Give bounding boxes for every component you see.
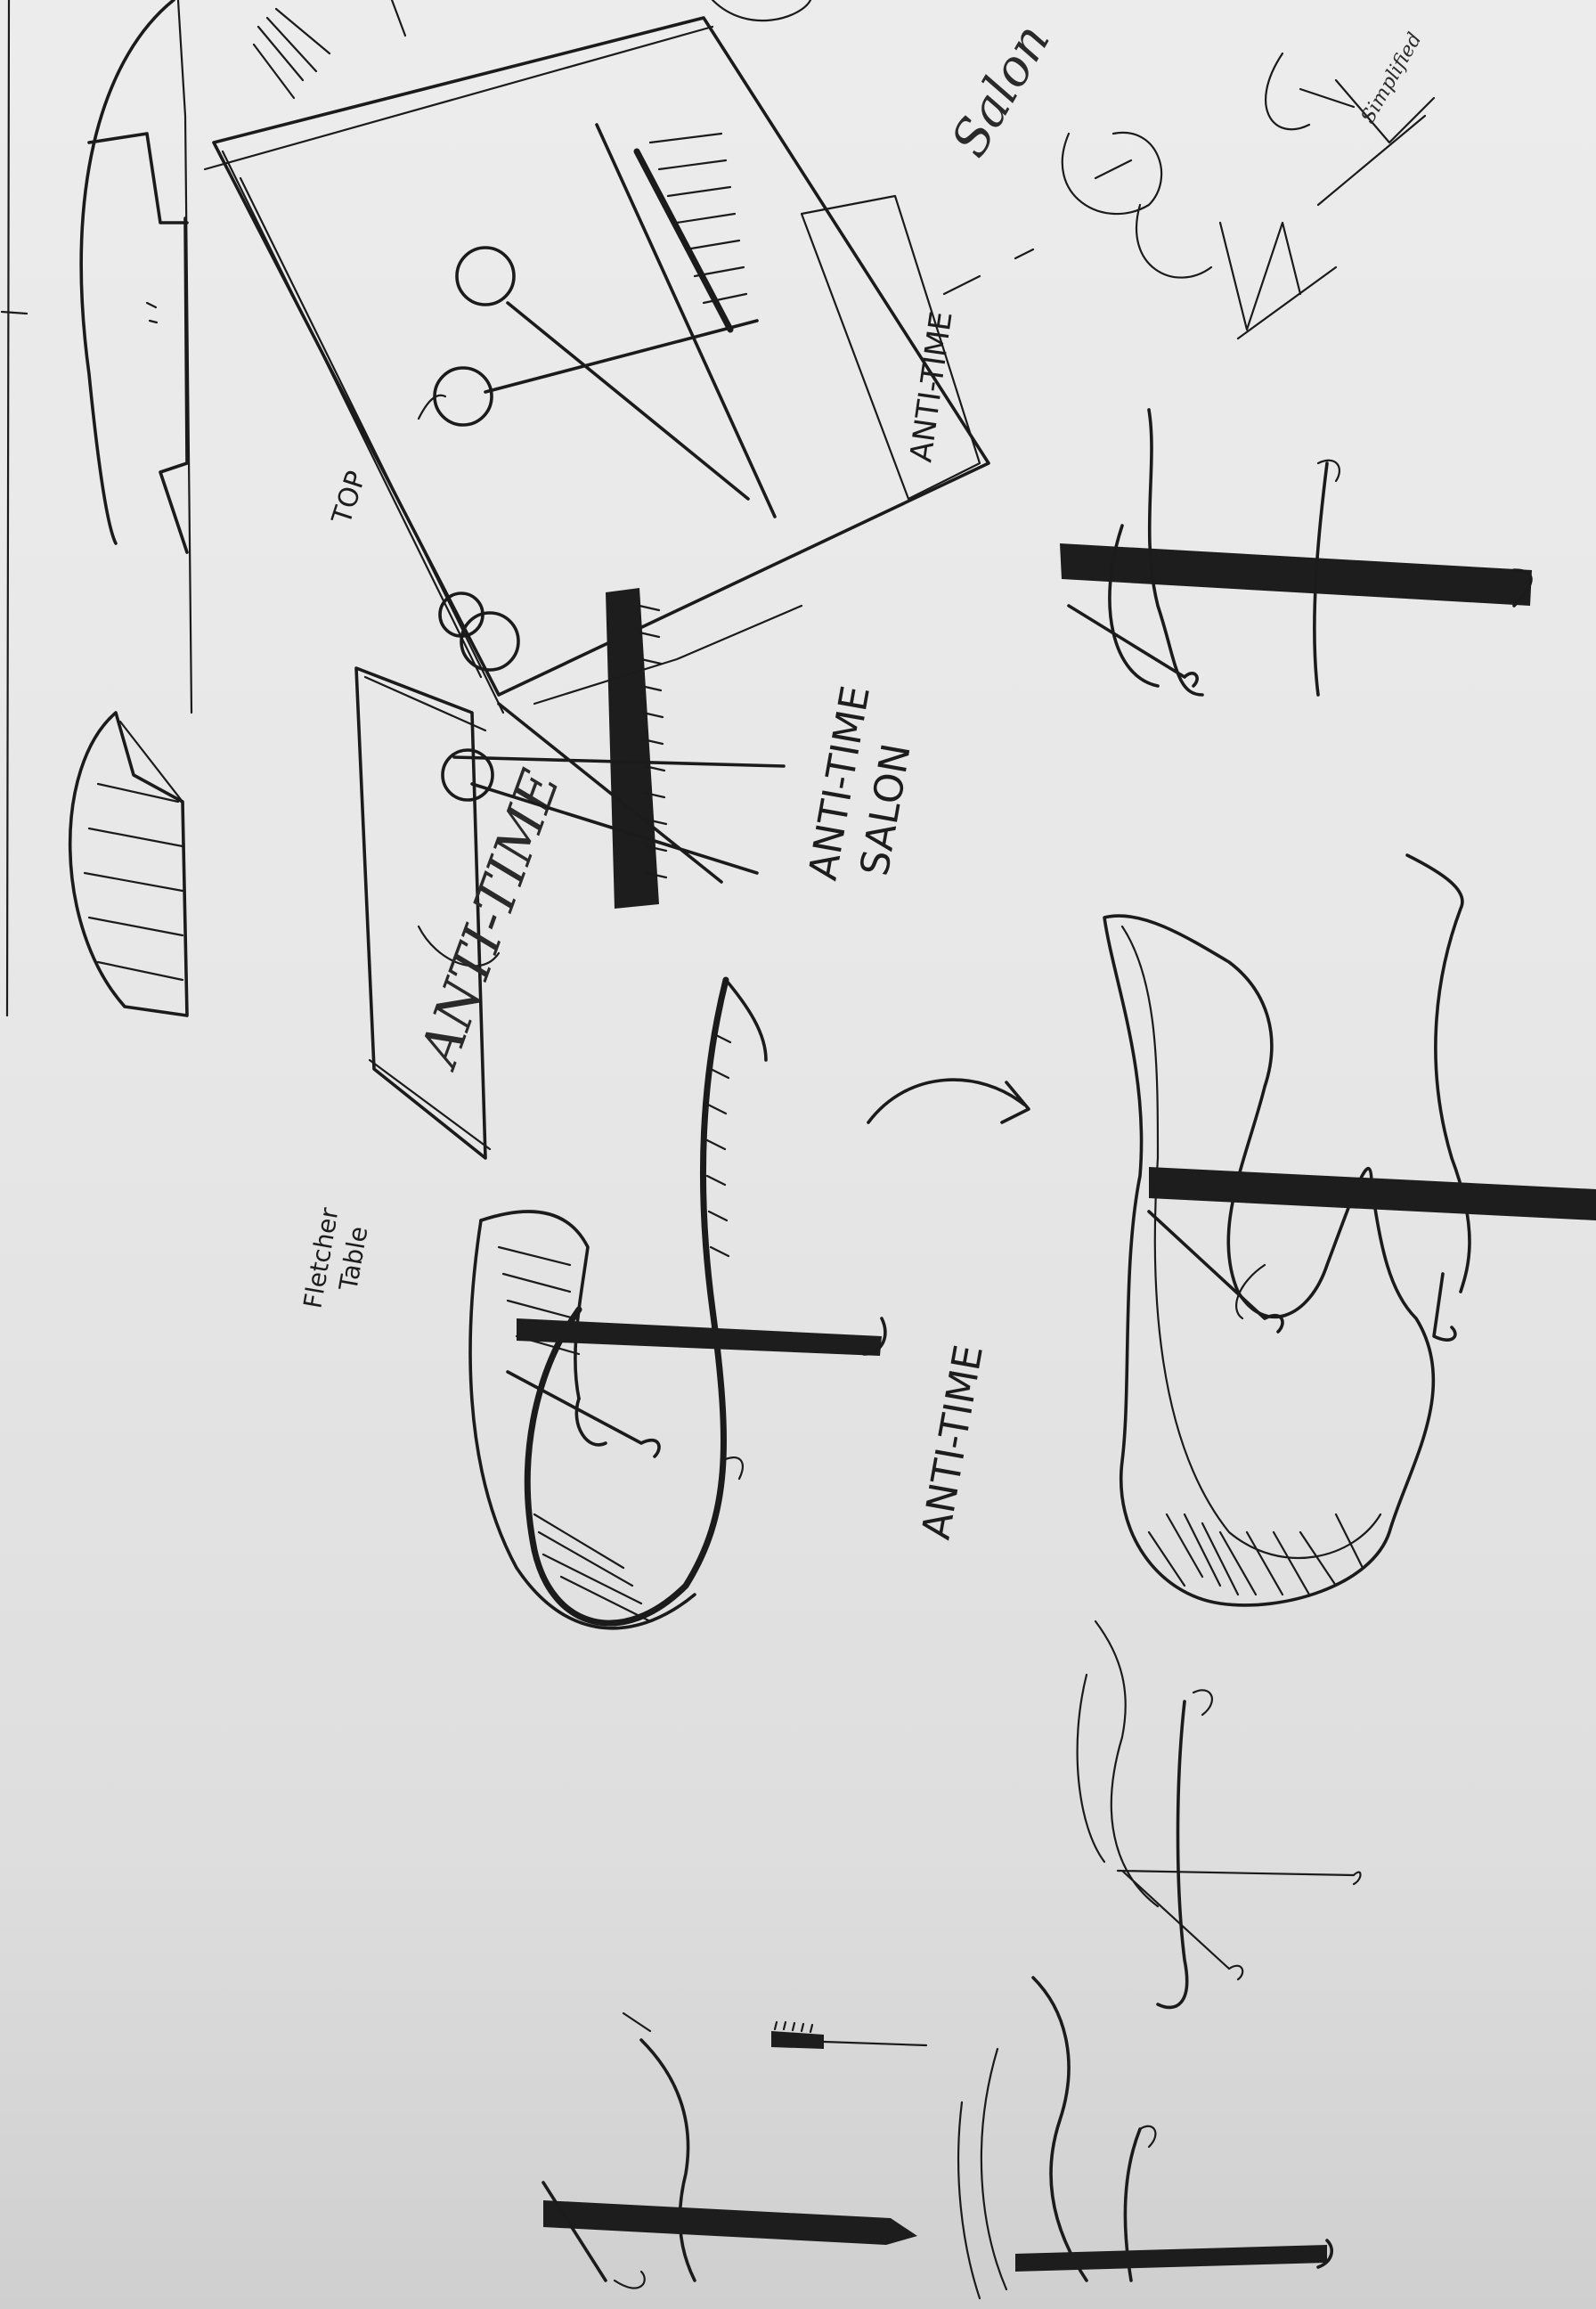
logo-sketch-thin bbox=[1076, 1620, 1362, 2010]
bowl-sketch-top bbox=[79, 0, 193, 714]
arrow bbox=[867, 1078, 1030, 1124]
business-card-angled bbox=[354, 666, 501, 1160]
logo-sketch-main bbox=[468, 976, 887, 1630]
top-view-square bbox=[203, 16, 990, 714]
label-main-logotype: ANTI-TIME bbox=[914, 1342, 992, 1543]
label-fletcher-line1: Fletcher bbox=[297, 1205, 344, 1310]
label-card-angled: ANTI-TIME bbox=[407, 762, 573, 1077]
logo-sketch-bottom-right bbox=[957, 1976, 1333, 2300]
logo-sketch-top-right bbox=[1060, 408, 1533, 697]
small-comb-sketch bbox=[771, 2020, 928, 2049]
script-scribbles bbox=[942, 52, 1436, 340]
bowl-sketch-hatched bbox=[68, 711, 189, 1017]
margin-line bbox=[0, 0, 28, 1017]
comb-scissors-middle bbox=[441, 588, 803, 909]
label-script-note: Salon bbox=[940, 14, 1062, 167]
label-top: TOP bbox=[326, 468, 372, 529]
logo-sketch-large bbox=[1103, 853, 1596, 1607]
label-card-side: ANTI-TIME bbox=[903, 309, 959, 464]
label-script-small: Simplified bbox=[1357, 29, 1427, 127]
scribble-top bbox=[252, 0, 812, 100]
logo-sketch-bottom-left bbox=[542, 2011, 917, 2289]
